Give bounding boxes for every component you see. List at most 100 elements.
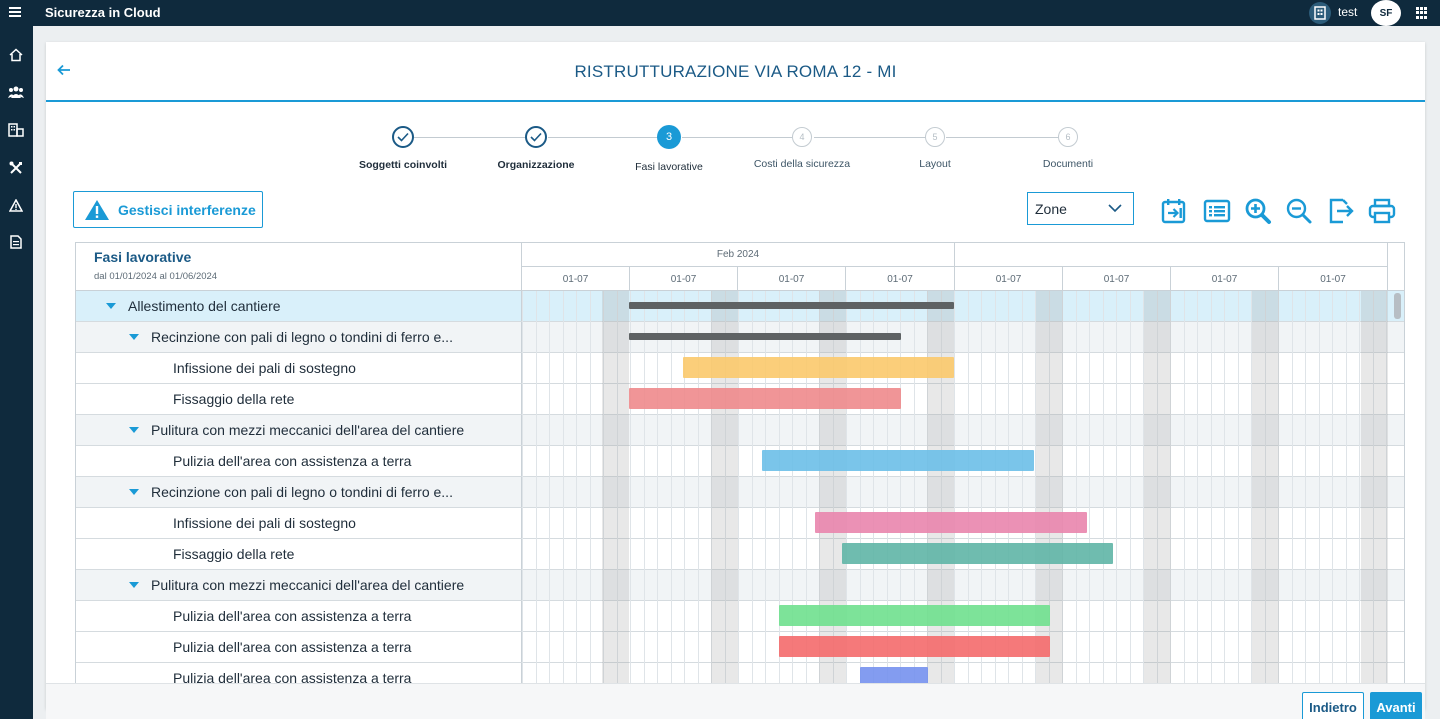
- step-soggetti-coinvolti[interactable]: Soggetti coinvolti: [338, 126, 468, 171]
- manage-interferences-button[interactable]: Gestisci interferenze: [73, 191, 263, 228]
- step-label: Fasi lavorative: [635, 161, 703, 173]
- collapse-caret-icon[interactable]: [129, 582, 139, 588]
- gantt-row[interactable]: Infissione dei pali di sostegno: [76, 353, 1404, 384]
- step-layout[interactable]: 5 Layout: [870, 126, 1000, 170]
- gantt-timeline-header: Feb 2024 01-07 01-07 01-07 01-07 01-07 0…: [522, 243, 1404, 291]
- week-label: 01-07: [1279, 267, 1388, 291]
- gantt-row[interactable]: Pulitura con mezzi meccanici dell'area d…: [76, 570, 1404, 601]
- row-label: Pulizia dell'area con assistenza a terra: [173, 670, 412, 686]
- next-button[interactable]: Avanti: [1370, 692, 1422, 719]
- list-view-icon[interactable]: [1203, 197, 1231, 225]
- gantt-row[interactable]: Pulitura con mezzi meccanici dell'area d…: [76, 415, 1404, 446]
- week-label: 01-07: [846, 267, 955, 291]
- row-label: Allestimento del cantiere: [128, 298, 281, 314]
- step-number: 5: [925, 127, 945, 147]
- collapse-caret-icon[interactable]: [129, 334, 139, 340]
- gantt-title: Fasi lavorative: [94, 249, 192, 265]
- page-title: RISTRUTTURAZIONE VIA ROMA 12 - MI: [574, 62, 897, 81]
- step-label: Organizzazione: [497, 159, 575, 171]
- hamburger-menu-icon[interactable]: [9, 5, 21, 19]
- collapse-caret-icon[interactable]: [106, 303, 116, 309]
- row-label: Pulizia dell'area con assistenza a terra: [173, 639, 412, 655]
- footer-bar: Indietro Avanti: [46, 683, 1425, 719]
- step-connector: [682, 137, 792, 138]
- step-connector: [548, 137, 668, 138]
- step-organizzazione[interactable]: Organizzazione: [471, 126, 601, 171]
- manage-interferences-label: Gestisci interferenze: [118, 201, 256, 218]
- check-icon: [392, 126, 414, 148]
- month-label: Feb 2024: [522, 243, 955, 267]
- wizard-stepper: Soggetti coinvolti Organizzazione 3 Fasi…: [46, 125, 1425, 186]
- export-icon[interactable]: [1326, 197, 1354, 225]
- row-label: Pulitura con mezzi meccanici dell'area d…: [151, 422, 465, 438]
- chevron-down-icon: [1108, 204, 1122, 213]
- tools-icon[interactable]: [7, 159, 25, 177]
- week-label: 01-07: [738, 267, 846, 291]
- apps-grid-icon[interactable]: [1416, 7, 1428, 19]
- week-label: 01-07: [522, 267, 630, 291]
- zoom-out-icon[interactable]: [1285, 197, 1313, 225]
- row-label: Pulizia dell'area con assistenza a terra: [173, 453, 412, 469]
- row-label: Pulizia dell'area con assistenza a terra: [173, 608, 412, 624]
- step-label: Costi della sicurezza: [753, 158, 851, 170]
- step-documenti[interactable]: 6 Documenti: [1003, 126, 1133, 170]
- week-label: 01-07: [1171, 267, 1279, 291]
- company-icon[interactable]: [1309, 2, 1331, 24]
- row-label: Infissione dei pali di sostegno: [173, 360, 356, 376]
- step-label: Layout: [919, 158, 951, 170]
- collapse-caret-icon[interactable]: [129, 427, 139, 433]
- row-label: Pulitura con mezzi meccanici dell'area d…: [151, 577, 465, 593]
- main-card: RISTRUTTURAZIONE VIA ROMA 12 - MI Sogget…: [46, 42, 1425, 709]
- gantt-row[interactable]: Fissaggio della rete: [76, 539, 1404, 570]
- home-icon[interactable]: [7, 46, 25, 64]
- calendar-goto-icon[interactable]: [1160, 197, 1188, 225]
- gantt-chart: Fasi lavorative dal 01/01/2024 al 01/06/…: [75, 242, 1405, 709]
- gantt-row[interactable]: Pulizia dell'area con assistenza a terra: [76, 446, 1404, 477]
- document-icon[interactable]: [7, 233, 25, 251]
- gantt-row[interactable]: Allestimento del cantiere: [76, 291, 1404, 322]
- users-icon[interactable]: [7, 83, 25, 101]
- step-connector: [946, 137, 1066, 138]
- row-label: Recinzione con pali di legno o tondini d…: [151, 329, 453, 345]
- row-label: Infissione dei pali di sostegno: [173, 515, 356, 531]
- gantt-row[interactable]: Fissaggio della rete: [76, 384, 1404, 415]
- week-label: 01-07: [1063, 267, 1171, 291]
- step-number: 4: [792, 127, 812, 147]
- zone-select[interactable]: Zone: [1027, 192, 1134, 225]
- gantt-row[interactable]: Pulizia dell'area con assistenza a terra: [76, 601, 1404, 632]
- gantt-row[interactable]: Recinzione con pali di legno o tondini d…: [76, 477, 1404, 508]
- app-title: Sicurezza in Cloud: [45, 5, 161, 20]
- user-name[interactable]: test: [1338, 5, 1358, 19]
- warning-icon: [85, 199, 109, 220]
- warning-icon[interactable]: [7, 196, 25, 214]
- gantt-row[interactable]: Recinzione con pali di legno o tondini d…: [76, 322, 1404, 353]
- vertical-scrollbar[interactable]: [1394, 293, 1401, 319]
- print-icon[interactable]: [1368, 197, 1396, 225]
- buildings-icon[interactable]: [7, 121, 25, 139]
- collapse-caret-icon[interactable]: [129, 489, 139, 495]
- row-label: Fissaggio della rete: [173, 546, 295, 562]
- gantt-row[interactable]: Pulizia dell'area con assistenza a terra: [76, 632, 1404, 663]
- back-arrow-icon[interactable]: [56, 62, 72, 78]
- row-label: Recinzione con pali di legno o tondini d…: [151, 484, 453, 500]
- week-label: 01-07: [630, 267, 738, 291]
- back-button[interactable]: Indietro: [1302, 692, 1364, 719]
- content-area: RISTRUTTURAZIONE VIA ROMA 12 - MI Sogget…: [33, 26, 1440, 719]
- row-label: Fissaggio della rete: [173, 391, 295, 407]
- gantt-row[interactable]: Infissione dei pali di sostegno: [76, 508, 1404, 539]
- month-label: [955, 243, 1388, 267]
- step-connector: [814, 137, 934, 138]
- top-bar: Sicurezza in Cloud test SF: [0, 0, 1440, 26]
- step-number: 3: [657, 125, 681, 149]
- avatar[interactable]: SF: [1371, 0, 1401, 26]
- step-fasi-lavorative[interactable]: 3 Fasi lavorative: [604, 125, 734, 173]
- card-header: RISTRUTTURAZIONE VIA ROMA 12 - MI: [46, 42, 1425, 102]
- step-costi-sicurezza[interactable]: 4 Costi della sicurezza: [737, 126, 867, 170]
- gantt-left-header: Fasi lavorative dal 01/01/2024 al 01/06/…: [76, 243, 522, 291]
- zoom-in-icon[interactable]: [1244, 197, 1272, 225]
- step-label: Documenti: [1042, 158, 1094, 170]
- gantt-date-range: dal 01/01/2024 al 01/06/2024: [94, 271, 218, 282]
- step-label: Soggetti coinvolti: [358, 159, 448, 171]
- step-connector: [414, 137, 534, 138]
- zone-select-value: Zone: [1035, 200, 1067, 217]
